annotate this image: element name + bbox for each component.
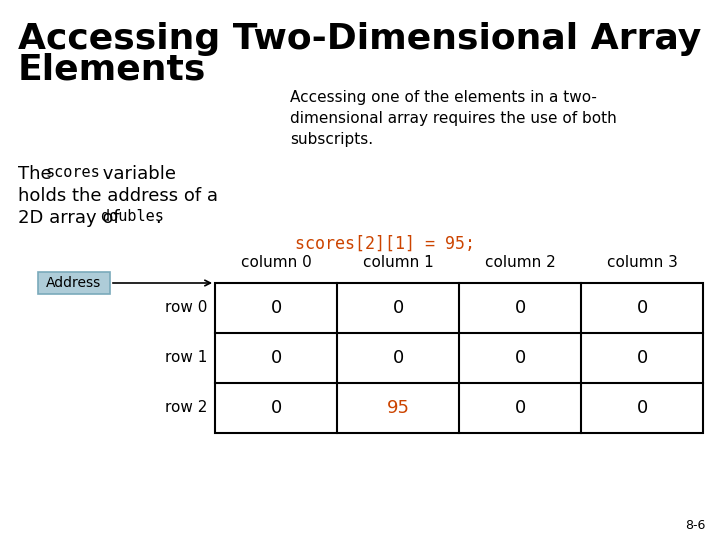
Text: The: The bbox=[18, 165, 58, 183]
Text: column 1: column 1 bbox=[363, 255, 433, 270]
Text: row 1: row 1 bbox=[165, 350, 207, 366]
Text: 2D array of: 2D array of bbox=[18, 209, 125, 227]
Text: 0: 0 bbox=[392, 299, 404, 317]
Text: scores[2][1] = 95;: scores[2][1] = 95; bbox=[295, 235, 475, 253]
Text: 0: 0 bbox=[271, 349, 282, 367]
Text: row 0: row 0 bbox=[165, 300, 207, 315]
Text: Address: Address bbox=[46, 276, 102, 290]
Text: column 2: column 2 bbox=[485, 255, 555, 270]
Text: Accessing one of the elements in a two-
dimensional array requires the use of bo: Accessing one of the elements in a two- … bbox=[290, 90, 617, 147]
Text: 0: 0 bbox=[392, 349, 404, 367]
Bar bbox=[215, 283, 703, 433]
Text: column 0: column 0 bbox=[240, 255, 311, 270]
Text: Elements: Elements bbox=[18, 52, 207, 86]
Text: scores: scores bbox=[45, 165, 100, 180]
Text: 0: 0 bbox=[271, 299, 282, 317]
Text: .: . bbox=[155, 209, 161, 227]
Text: doubles: doubles bbox=[100, 209, 164, 224]
Text: variable: variable bbox=[97, 165, 176, 183]
Text: holds the address of a: holds the address of a bbox=[18, 187, 218, 205]
Text: 95: 95 bbox=[387, 399, 410, 417]
Text: Accessing Two-Dimensional Array: Accessing Two-Dimensional Array bbox=[18, 22, 701, 56]
Text: column 3: column 3 bbox=[606, 255, 678, 270]
Text: 0: 0 bbox=[636, 299, 647, 317]
Text: 0: 0 bbox=[636, 349, 647, 367]
Text: 0: 0 bbox=[271, 399, 282, 417]
Text: 0: 0 bbox=[514, 349, 526, 367]
Text: 0: 0 bbox=[636, 399, 647, 417]
Text: 8-6: 8-6 bbox=[685, 519, 706, 532]
Text: 0: 0 bbox=[514, 299, 526, 317]
Text: 0: 0 bbox=[514, 399, 526, 417]
Text: row 2: row 2 bbox=[165, 401, 207, 415]
FancyBboxPatch shape bbox=[38, 272, 110, 294]
